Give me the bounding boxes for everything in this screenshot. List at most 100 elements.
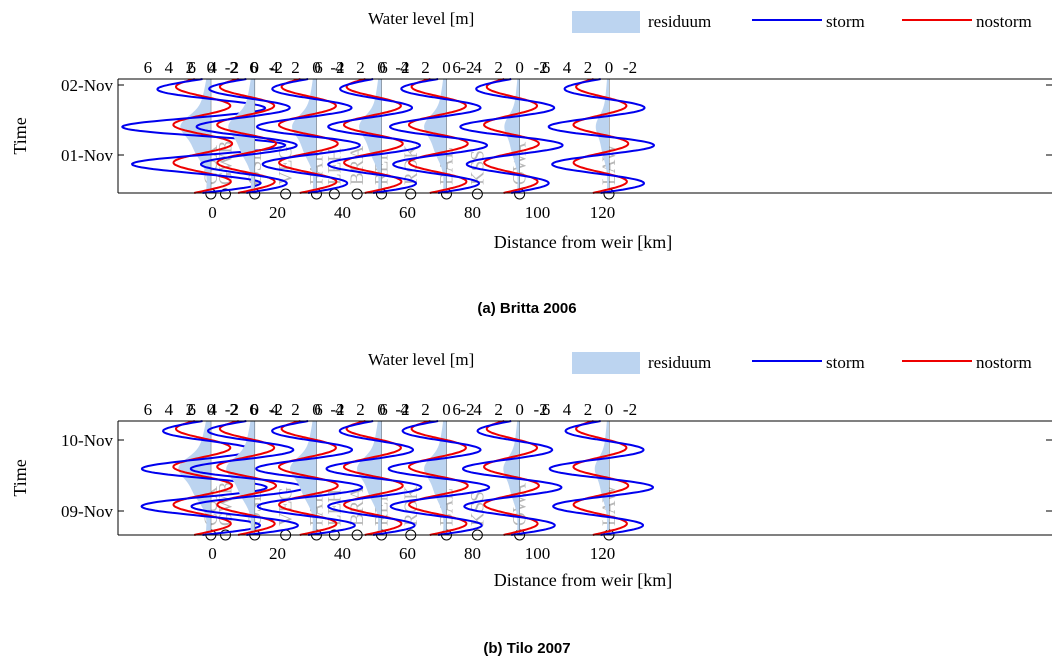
top-tick-label: 6	[379, 58, 388, 77]
top-tick-label: -2	[623, 58, 637, 77]
top-tick-label: 2	[494, 400, 503, 419]
top-tick-label: -2	[395, 58, 409, 77]
legend-label-residuum: residuum	[648, 353, 711, 372]
storm-line	[387, 420, 491, 536]
y-tick-label: 09-Nov	[61, 502, 113, 521]
profile-ref	[325, 420, 423, 536]
top-tick-label: 6	[452, 58, 461, 77]
top-tick-label: 4	[270, 400, 279, 419]
profile-ref	[327, 78, 421, 194]
legend-title: Water level [m]	[368, 9, 474, 28]
x-tick-label: 20	[269, 203, 286, 222]
storm-line	[325, 420, 423, 536]
storm-line	[140, 420, 268, 536]
top-tick-label: 4	[563, 400, 572, 419]
top-tick-label: 2	[421, 400, 430, 419]
top-tick-label: -2	[534, 58, 548, 77]
top-tick-label: -2	[460, 400, 474, 419]
top-tick-label: 4	[473, 400, 482, 419]
profile-far	[255, 78, 361, 194]
top-tick-label: 4	[335, 58, 344, 77]
top-tick-label: 6	[314, 58, 323, 77]
profile-law	[548, 420, 655, 536]
top-tick-label: 6	[542, 400, 551, 419]
top-tick-label: -2	[225, 58, 239, 77]
top-tick-label: -2	[623, 400, 637, 419]
top-tick-label: 2	[584, 58, 593, 77]
top-tick-label: 0	[442, 400, 451, 419]
top-tick-label: 6	[144, 58, 153, 77]
top-tick-label: 0	[515, 400, 524, 419]
top-tick-label: 0	[605, 58, 614, 77]
top-tick-label: 6	[314, 400, 323, 419]
legend-label-residuum: residuum	[648, 12, 711, 31]
legend: Water level [m] residuum storm nostorm	[368, 9, 1032, 33]
top-tick-label: -2	[395, 400, 409, 419]
top-tick-label: 2	[230, 58, 239, 77]
station-marker	[220, 188, 231, 200]
top-tick-label: 0	[251, 58, 260, 77]
x-tick-labels: 0 20 40 60 80 100 120	[208, 203, 615, 222]
top-tick-labels: 6 4 2 0 -26 4 2 0 -26 4 2 0 -26 4 2 0 -26 4 2 0 -26 4 2 0 -26 4 2 0…	[144, 58, 637, 77]
nostorm-line	[408, 78, 469, 194]
station-marker	[280, 188, 292, 200]
top-tick-label: -2	[225, 400, 239, 419]
profile-osl	[195, 78, 298, 194]
top-tick-labels: 6 4 2 0 -26 4 2 0 -26 4 2 0 -26 4 2 0 -26 4 2 0 -26 4 2 0 -26 4 2 0…	[144, 400, 637, 419]
x-tick-label: 60	[399, 544, 416, 563]
storm-line	[121, 78, 287, 194]
top-tick-label: 0	[377, 58, 386, 77]
x-tick-label: 0	[208, 544, 217, 563]
top-tick-label: 0	[207, 400, 216, 419]
top-tick-label: 0	[377, 400, 386, 419]
x-axis-label: Distance from weir [km]	[494, 232, 672, 252]
x-tick-label: 20	[269, 544, 286, 563]
station-marker	[471, 188, 483, 200]
y-tick-label: 10-Nov	[61, 431, 113, 450]
y-tick-label: 02-Nov	[61, 76, 113, 95]
profile-owa	[461, 420, 563, 536]
legend: Water level [m] residuum storm nostorm	[368, 350, 1032, 374]
storm-line	[547, 78, 656, 194]
y-axis-label: Time	[10, 117, 30, 154]
station-label-bra: BRA	[347, 146, 368, 185]
top-tick-label: 4	[335, 400, 344, 419]
top-tick-label: 2	[421, 58, 430, 77]
station-label-bra: BRA	[347, 487, 368, 526]
legend-label-storm: storm	[826, 353, 865, 372]
y-tick-labels: 10-Nov 09-Nov	[61, 431, 1052, 521]
legend-label-nostorm: nostorm	[976, 12, 1032, 31]
x-tick-label: 0	[208, 203, 217, 222]
legend-swatch-residuum	[572, 352, 640, 374]
profile-bal	[388, 78, 489, 194]
x-tick-label: 80	[464, 544, 481, 563]
panel-caption: (b) Tilo 2007	[483, 640, 570, 657]
x-tick-label: 40	[334, 544, 351, 563]
station-label-veg: VEG	[276, 146, 297, 185]
station-label-veg: VEG	[276, 487, 297, 526]
y-tick-labels: 02-Nov 01-Nov	[61, 76, 1052, 165]
legend-label-storm: storm	[826, 12, 865, 31]
top-tick-label: 6	[542, 58, 551, 77]
top-tick-label: 4	[473, 58, 482, 77]
storm-line	[255, 420, 364, 536]
top-tick-label: 4	[400, 58, 409, 77]
x-tick-label: 40	[334, 203, 351, 222]
station-marker	[405, 188, 417, 200]
profile-bal	[387, 420, 491, 536]
top-tick-label: 2	[230, 400, 239, 419]
x-tick-label: 120	[590, 544, 616, 563]
top-tick-label: 0	[442, 58, 451, 77]
top-tick-label: 4	[209, 400, 218, 419]
legend-label-nostorm: nostorm	[976, 353, 1032, 372]
storm-line	[195, 78, 298, 194]
panel-tilo-2007: Water level [m] residuum storm nostorm 6…	[10, 350, 1052, 657]
x-tick-label: 120	[590, 203, 616, 222]
storm-line	[255, 78, 361, 194]
nostorm-line	[343, 420, 404, 536]
top-tick-label: 4	[165, 400, 174, 419]
top-tick-label: 2	[356, 58, 365, 77]
top-tick-label: 0	[251, 400, 260, 419]
